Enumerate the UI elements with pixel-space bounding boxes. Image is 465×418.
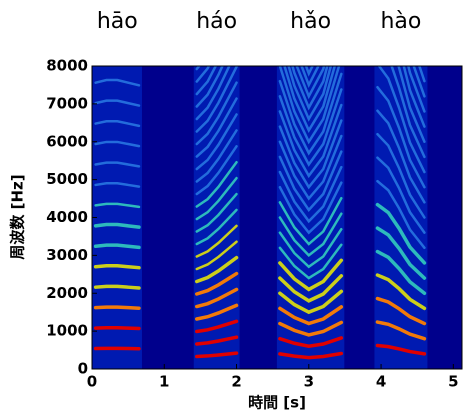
y-tick-label: 3000 <box>46 246 88 264</box>
harmonic <box>96 307 139 308</box>
y-tick-label: 1000 <box>46 322 88 340</box>
syllable-label: hào <box>380 9 421 34</box>
x-tick-label: 5 <box>448 373 458 391</box>
syllable-noise <box>93 66 142 369</box>
y-tick-label: 2000 <box>46 284 88 302</box>
y-tick-label: 4000 <box>46 208 88 226</box>
y-tick-label: 0 <box>78 360 88 378</box>
harmonic <box>96 286 139 288</box>
syllable-label: hǎo <box>290 9 331 34</box>
x-tick-label: 2 <box>231 373 241 391</box>
harmonic <box>96 328 139 329</box>
y-tick-label: 5000 <box>46 170 88 188</box>
y-tick-label: 7000 <box>46 94 88 112</box>
harmonic <box>96 266 139 268</box>
y-tick-label: 6000 <box>46 132 88 150</box>
x-tick-label: 0 <box>87 373 97 391</box>
x-tick-label: 4 <box>376 373 386 391</box>
x-tick-label: 3 <box>304 373 314 391</box>
y-axis-label: 周波数 [Hz] <box>9 174 27 259</box>
x-tick-label: 1 <box>159 373 169 391</box>
syllable-label: hāo <box>97 9 138 34</box>
syllable-label: háo <box>196 9 237 34</box>
x-axis-label: 時間 [s] <box>248 394 306 412</box>
y-tick-label: 8000 <box>46 57 88 75</box>
